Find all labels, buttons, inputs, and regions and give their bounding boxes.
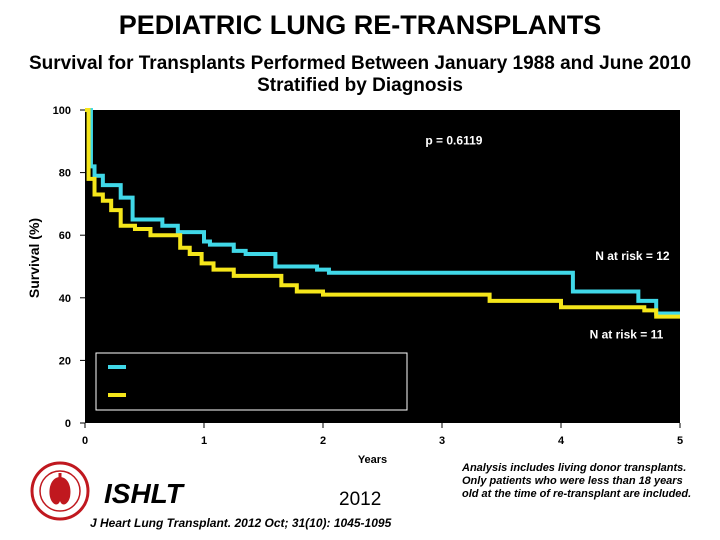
series-line-yellow — [85, 108, 680, 319]
page-title: PEDIATRIC LUNG RE-TRANSPLANTS — [118, 10, 602, 40]
subtitle-line-2: Stratified by Diagnosis — [257, 75, 463, 96]
y-tick-label: 60 — [59, 230, 71, 242]
report-year: 2012 — [339, 489, 382, 510]
x-tick-label: 2 — [320, 435, 326, 447]
n-at-risk-annotation: N at risk = 12 — [595, 249, 670, 263]
series-line-cyan — [85, 108, 680, 316]
ishlt-logo-icon — [30, 461, 90, 521]
ishlt-logo-text: ISHLT — [104, 478, 183, 509]
x-tick-label: 0 — [82, 435, 88, 447]
x-tick-label: 1 — [201, 435, 207, 447]
n-at-risk-annotation: N at risk = 11 — [590, 327, 664, 341]
p-value-annotation: p = 0.6119 — [425, 133, 482, 147]
x-tick-label: 3 — [439, 435, 445, 447]
legend-box — [95, 352, 408, 411]
subtitle-line-1: Survival for Transplants Performed Betwe… — [28, 53, 692, 74]
y-tick-label: 0 — [65, 418, 71, 430]
chart-subtitle: Survival for Transplants Performed Betwe… — [0, 53, 720, 97]
x-axis-label: Years — [358, 454, 387, 466]
analysis-note: Analysis includes living donor transplan… — [462, 462, 692, 500]
x-tick-label: 5 — [677, 435, 683, 447]
x-tick-label: 4 — [558, 435, 565, 447]
y-tick-label: 20 — [59, 355, 71, 367]
y-tick-label: 40 — [59, 293, 71, 305]
citation: J Heart Lung Transplant. 2012 Oct; 31(10… — [90, 516, 392, 530]
y-tick-label: 80 — [59, 168, 71, 180]
y-tick-label: 100 — [53, 105, 71, 117]
